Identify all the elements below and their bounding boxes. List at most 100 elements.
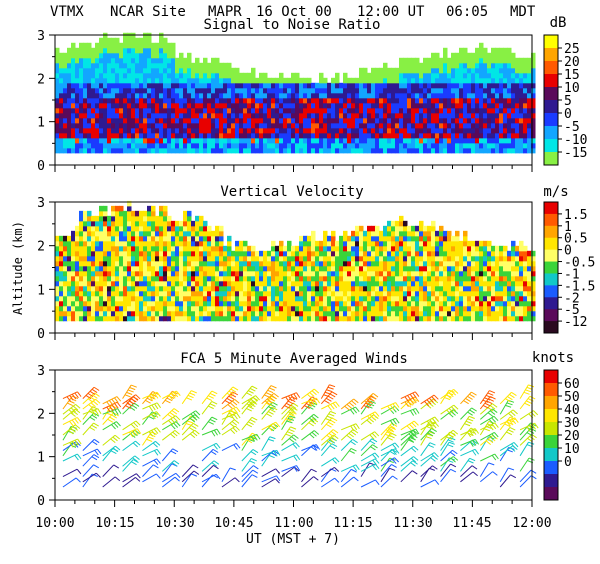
vv-cell [319,241,324,247]
vv-cell [79,271,84,277]
vv-cell [459,276,464,282]
snr-cell [211,113,216,119]
snr-cell [55,93,60,99]
vv-cell [115,221,120,227]
vv-cell [99,256,104,261]
snr-cell [375,113,380,119]
snr-cell [439,143,444,149]
snr-cell [87,63,92,69]
vv-cell [215,241,220,247]
snr-cell [195,98,200,104]
vv-cell [259,296,264,302]
vv-cell [71,266,76,272]
snr-cell [403,128,408,134]
vv-cell [131,291,136,297]
snr-cell [283,98,288,104]
snr-cell [439,108,444,114]
vv-cell [63,246,68,252]
snr-cell [431,88,436,94]
vv-cell [383,241,388,247]
x-tick-labels: 10:00 10:15 10:30 10:45 11:00 11:15 11:3… [35,516,551,531]
vv-cell [131,301,136,307]
vv-cell [187,241,192,247]
vv-cell [467,311,472,317]
vv-cell [75,256,80,261]
vv-cell [143,241,148,247]
vv-cell [123,276,128,282]
wind-barb-flag [213,449,218,452]
snr-cell [115,113,120,119]
wind-barb-flag [194,471,199,475]
snr-cell [123,33,128,39]
vv-cell [471,316,476,322]
vv-cell [271,291,276,297]
snr-cell [219,133,224,139]
x-tick-label: 11:15 [333,516,372,531]
snr-cell [339,88,344,94]
snr-cell [183,148,188,154]
vv-cell [523,271,528,277]
wind-barb-flag [108,419,113,422]
vv-cell [215,316,220,322]
snr-cell [323,143,328,149]
vv-cell [299,306,304,312]
snr-cell [355,138,360,144]
snr-cell [323,148,328,154]
vv-cell [239,271,244,277]
vv-cell [427,301,432,307]
vv-cell [147,251,152,257]
snr-cell [387,78,392,84]
snr-cell [123,58,128,64]
snr-cell [131,78,136,84]
vv-cell [267,311,272,317]
vv-cell [95,231,100,237]
snr-cell [131,143,136,149]
snr-cell [223,78,228,84]
vv-cell [311,316,316,322]
vv-cell [455,271,460,277]
snr-cell [347,108,352,114]
snr-cell [435,128,440,134]
vv-cell [327,311,332,317]
vv-cell [343,266,348,272]
snr-cell [79,88,84,94]
vv-cell [219,246,224,252]
snr-cell [491,83,496,89]
snr-cell [235,108,240,114]
snr-cell [187,138,192,144]
vv-cell [111,231,116,237]
snr-cell [515,83,520,89]
snr-cell [275,143,280,149]
snr-cell [167,73,172,79]
vv-cell [83,296,88,302]
vv-cell [395,261,400,267]
vv-cell [475,276,480,282]
vv-cell [379,281,384,287]
vv-cell [355,236,360,242]
vv-cell [351,261,356,267]
vv-cell [163,271,168,277]
snr-cell [311,118,316,124]
vv-cell [103,211,108,217]
snr-cell [167,103,172,109]
vv-cell [503,296,508,302]
vv-cell [443,271,448,277]
vv-cell [187,221,192,227]
snr-cell [467,73,472,79]
vv-cell [123,251,128,257]
snr-cell [207,123,212,128]
snr-cell [327,113,332,119]
snr-cell [463,123,468,128]
vv-cell [263,286,268,292]
vv-cell [379,261,384,267]
vv-cell [451,251,456,257]
vv-cell [223,301,228,307]
vv-cell [123,301,128,307]
vv-cell [487,291,492,297]
vv-cell [351,281,356,287]
snr-cell [159,38,164,44]
snr-cell [279,113,284,119]
vv-cell [271,261,276,267]
vv-cell [183,296,188,302]
vv-cell [407,241,412,247]
